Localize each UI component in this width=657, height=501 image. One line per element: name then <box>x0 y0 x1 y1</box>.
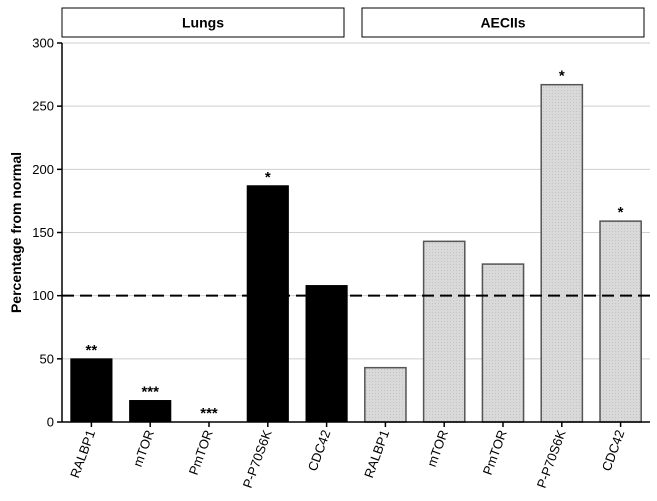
significance-label: * <box>559 68 565 85</box>
panel-headers: Lungs AECIIs <box>61 7 645 38</box>
significance-label: * <box>618 204 624 221</box>
x-tick-label: PmTOR <box>480 428 510 477</box>
bar-lungs-p-p70s6k <box>246 185 289 423</box>
bar-aeciis-ralbp1 <box>364 366 407 423</box>
bar-lungs-mtor <box>129 400 172 423</box>
y-tick-label: 150 <box>32 225 54 240</box>
x-tick-label: mTOR <box>130 428 157 469</box>
x-tick-label: PmTOR <box>186 428 216 477</box>
x-tick-label: RALBP1 <box>67 428 98 480</box>
significance-label: ** <box>86 342 98 359</box>
panel-title-aeciis: AECIIs <box>480 15 525 31</box>
x-tick-label: RALBP1 <box>361 428 392 480</box>
significance-label: *** <box>200 405 218 422</box>
y-tick-label: 100 <box>32 288 54 303</box>
panel-header-aeciis <box>361 7 645 38</box>
x-tick-label: P-P70S6K <box>240 428 275 490</box>
bar-aeciis-pmtor <box>481 263 525 423</box>
x-tick-label: mTOR <box>424 428 451 469</box>
bar-aeciis-mtor <box>422 240 466 423</box>
bar-aeciis-p-p70s6k <box>540 83 584 423</box>
axes: 0 50 100 150 200 250 300 Percentage from normal <box>8 36 650 430</box>
y-tick-label: 50 <box>40 351 54 366</box>
x-tick-label: CDC42 <box>599 428 628 473</box>
y-tick-label: 0 <box>47 415 54 430</box>
y-tick-label: 300 <box>32 36 54 51</box>
y-tick-label: 200 <box>32 162 54 177</box>
x-tick-label: CDC42 <box>305 428 334 473</box>
bars <box>70 83 642 423</box>
y-tick-label: 250 <box>32 99 54 114</box>
significance-label: * <box>265 169 271 186</box>
bar-lungs-cdc42 <box>305 285 348 423</box>
panel-header-lungs <box>61 7 345 38</box>
significance-label: *** <box>141 384 159 401</box>
bar-lungs-ralbp1 <box>70 358 113 423</box>
x-tick-label: P-P70S6K <box>534 428 569 490</box>
bar-aeciis-cdc42 <box>599 220 642 423</box>
y-axis-label: Percentage from normal <box>8 152 24 313</box>
panel-title-lungs: Lungs <box>182 15 224 31</box>
